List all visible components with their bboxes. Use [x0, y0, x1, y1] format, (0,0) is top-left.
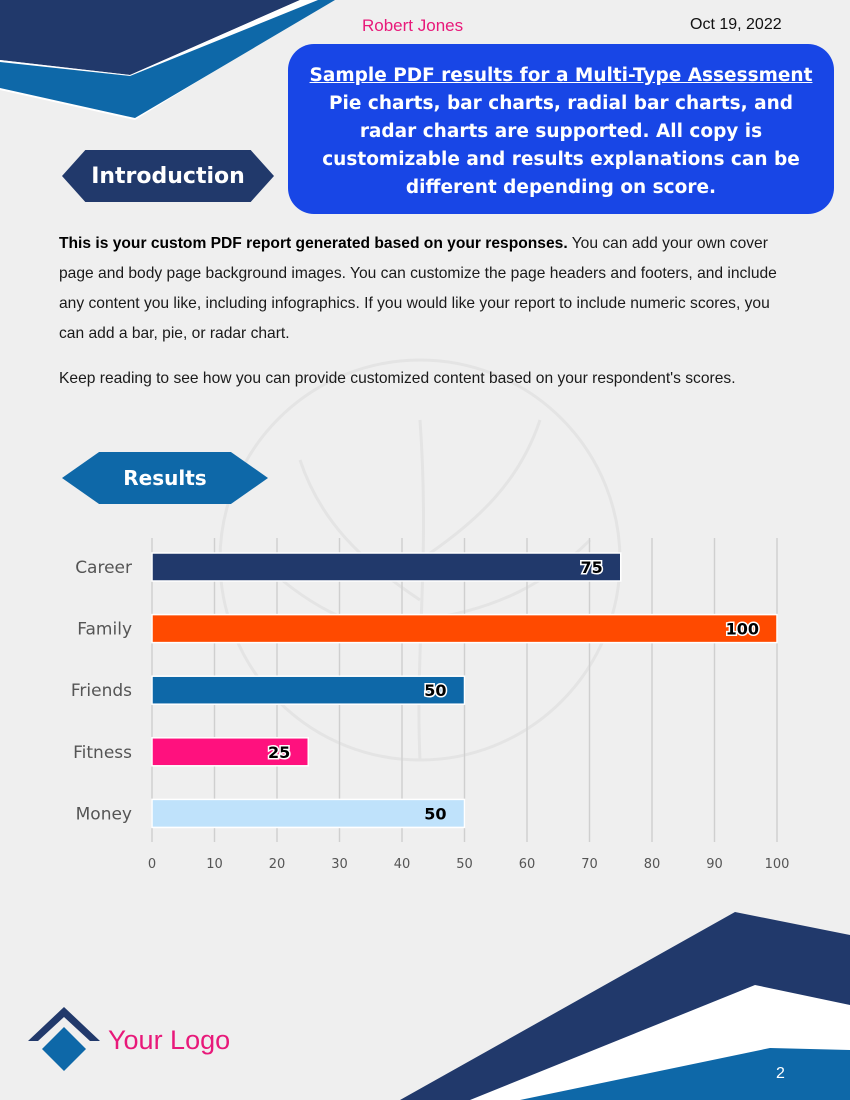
- x-tick-label: 30: [331, 857, 348, 872]
- intro-text: This is your custom PDF report generated…: [59, 229, 789, 409]
- category-label: Fitness: [73, 743, 132, 763]
- category-label: Career: [75, 558, 132, 578]
- x-tick-label: 10: [206, 857, 223, 872]
- bar-value-label: 50: [424, 804, 446, 823]
- bar-value-label: 25: [268, 743, 290, 762]
- x-tick-label: 0: [148, 857, 156, 872]
- author-name: Robert Jones: [362, 16, 464, 35]
- intro-paragraph-1-body: You can add your own cover page and body…: [59, 235, 777, 342]
- top-left-banner: [0, 0, 335, 120]
- callout-heading: Sample PDF results for a Multi-Type Asse…: [309, 65, 813, 86]
- intro-paragraph-1: This is your custom PDF report generated…: [59, 229, 789, 349]
- x-tick-label: 50: [456, 857, 473, 872]
- bar-career: [151, 552, 622, 582]
- intro-paragraph-2: Keep reading to see how you can provide …: [59, 370, 736, 387]
- intro-lead: This is your custom PDF report generated…: [59, 235, 568, 252]
- bar-value-label: 100: [726, 620, 759, 639]
- bar-fitness: [151, 737, 309, 767]
- x-tick-label: 90: [706, 857, 723, 872]
- report-date: Oct 19, 2022: [690, 16, 782, 33]
- callout-body: Pie charts, bar charts, radial bar chart…: [322, 93, 800, 198]
- category-label: Friends: [71, 681, 132, 701]
- logo-icon: [28, 1007, 100, 1071]
- results-heading: Results: [62, 452, 268, 504]
- x-tick-label: 40: [394, 857, 411, 872]
- results-bar-chart: 0 10 20 30 40 50 60 70 80 90 100 Career 75 Family 100 F…: [71, 538, 790, 872]
- page-number: 2: [776, 1065, 785, 1082]
- bar-family: [151, 613, 778, 644]
- introduction-heading: Introduction: [62, 150, 274, 202]
- callout-box: Sample PDF results for a Multi-Type Asse…: [288, 44, 834, 214]
- category-label: Money: [76, 804, 132, 824]
- x-tick-label: 80: [644, 857, 661, 872]
- logo-text: Your Logo: [108, 1025, 231, 1055]
- bar-money: [151, 798, 466, 829]
- x-tick-label: 60: [519, 857, 536, 872]
- x-tick-label: 100: [765, 857, 790, 872]
- x-tick-label: 20: [269, 857, 286, 872]
- bar-friends: [151, 675, 466, 705]
- bar-value-label: 75: [580, 558, 602, 577]
- bar-value-label: 50: [424, 681, 446, 700]
- x-tick-label: 70: [581, 857, 598, 872]
- category-label: Family: [77, 620, 132, 640]
- bottom-right-banner: [400, 912, 850, 1100]
